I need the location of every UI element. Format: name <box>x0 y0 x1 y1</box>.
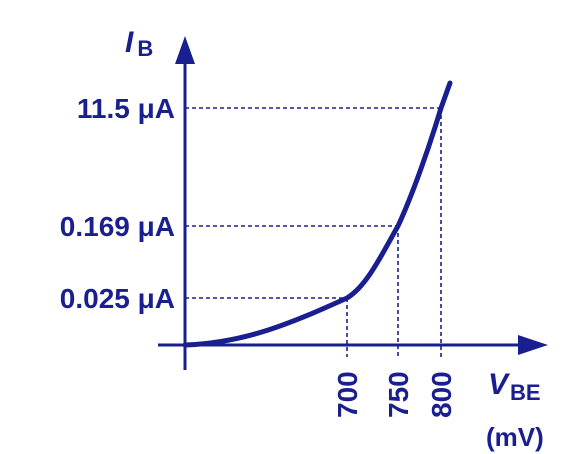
x-axis-arrow <box>518 335 548 355</box>
guide-lines <box>185 107 442 357</box>
ib-vs-vbe-curve <box>182 80 453 348</box>
y-tick-labels: 0.025 μA 0.169 μA 11.5 μA <box>60 93 175 314</box>
x-tick-label-700: 700 <box>332 371 363 418</box>
x-tick-label-800: 800 <box>426 371 457 418</box>
y-axis-subscript: B <box>137 36 153 61</box>
y-tick-label-2: 11.5 μA <box>77 93 175 124</box>
x-tick-labels: 700 750 800 <box>332 371 457 418</box>
x-axis-unit: (mV) <box>486 422 544 452</box>
y-axis-arrow <box>175 36 195 64</box>
x-axis-label: VBE <box>488 368 541 405</box>
curve-layer <box>182 80 453 348</box>
x-axis-symbol: V <box>488 368 511 401</box>
x-tick-label-750: 750 <box>383 371 414 418</box>
y-tick-label-0: 0.025 μA <box>60 283 175 314</box>
y-axis-symbol: I <box>125 26 134 59</box>
x-axis-subscript: BE <box>510 380 541 405</box>
y-tick-label-1: 0.169 μA <box>60 211 175 242</box>
